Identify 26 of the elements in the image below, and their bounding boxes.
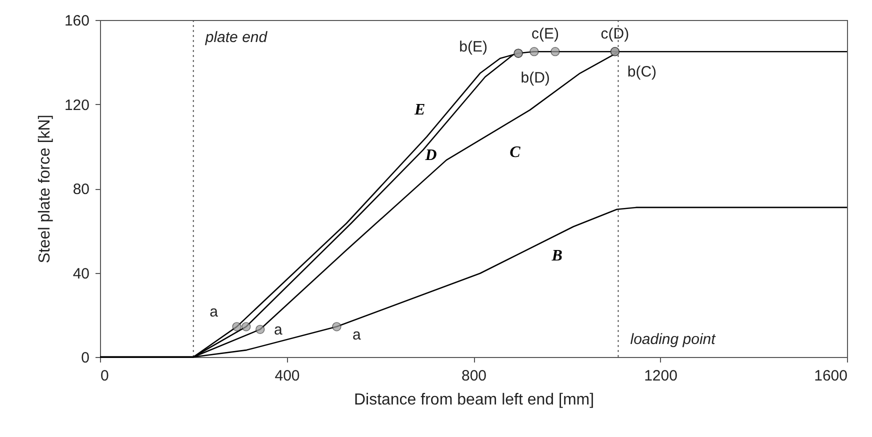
series-label: E bbox=[413, 102, 426, 119]
y-tick-label: 0 bbox=[81, 350, 90, 366]
data-label: b(E) bbox=[459, 38, 488, 56]
y-tick-label: 80 bbox=[72, 181, 90, 198]
data-label: a bbox=[210, 304, 219, 321]
y-tick-label: 120 bbox=[64, 96, 90, 114]
data-label: c(D) bbox=[600, 26, 630, 43]
y-tick-label: 40 bbox=[72, 265, 90, 282]
x-tick-label: 0 bbox=[100, 368, 109, 384]
data-label: c(E) bbox=[531, 26, 559, 43]
x-tick-label: 1200 bbox=[644, 368, 678, 384]
data-label: b(C) bbox=[627, 64, 657, 81]
y-tick-label: 160 bbox=[64, 12, 90, 30]
x-tick-label: 800 bbox=[461, 368, 487, 384]
data-label: b(D) bbox=[520, 69, 550, 86]
series-label: C bbox=[510, 144, 521, 161]
series-label: B bbox=[550, 247, 563, 264]
series-label: D bbox=[424, 146, 438, 164]
x-axis-title: Distance from beam left end [mm] bbox=[354, 392, 594, 408]
data-label: a bbox=[274, 321, 283, 338]
x-tick-label: 1600 bbox=[814, 368, 848, 384]
x-tick-label: 400 bbox=[274, 368, 300, 384]
y-axis-title: Steel plate force [kN] bbox=[36, 114, 54, 264]
ref-line-label: plate end bbox=[204, 29, 268, 46]
ref-line-label: loading point bbox=[630, 331, 716, 348]
data-label: a bbox=[352, 326, 362, 344]
